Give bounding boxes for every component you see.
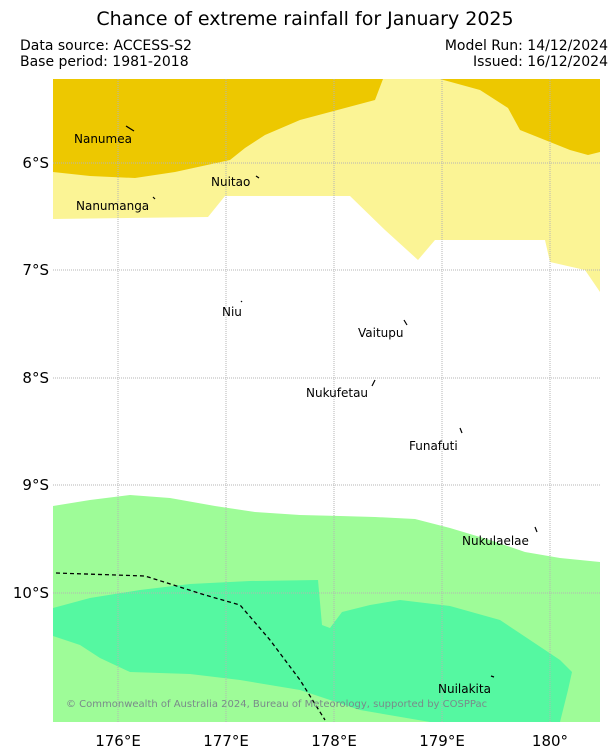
place-label-nukufetau: Nukufetau bbox=[306, 386, 368, 400]
data-source: Data source: ACCESS-S2 bbox=[20, 38, 192, 54]
place-labels: Nanumea Nuitao Nanumanga Niu Vaitupu Nuk… bbox=[74, 132, 529, 696]
base-period: Base period: 1981-2018 bbox=[20, 54, 189, 70]
place-label-vaitupu: Vaitupu bbox=[358, 326, 404, 340]
copyright-credit: © Commonwealth of Australia 2024, Bureau… bbox=[66, 699, 487, 710]
y-tick-label: 8°S bbox=[22, 369, 49, 387]
y-tick-label: 10°S bbox=[13, 584, 49, 602]
x-tick-label: 177°E bbox=[203, 732, 249, 750]
x-tick-label: 180° bbox=[532, 732, 568, 750]
model-run: Model Run: 14/12/2024 bbox=[444, 38, 608, 54]
issued-date: Issued: 16/12/2024 bbox=[473, 54, 608, 70]
probability-shading bbox=[53, 79, 600, 722]
place-label-nuilakita: Nuilakita bbox=[438, 682, 491, 696]
y-tick-label: 9°S bbox=[22, 476, 49, 494]
y-axis-labels: 6°S 7°S 8°S 9°S 10°S bbox=[13, 154, 49, 602]
x-tick-label: 179°E bbox=[419, 732, 465, 750]
y-tick-label: 6°S bbox=[22, 154, 49, 172]
island-markers bbox=[125, 125, 538, 678]
x-axis-labels: 176°E 177°E 178°E 179°E 180° bbox=[95, 732, 568, 750]
place-label-funafuti: Funafuti bbox=[409, 439, 458, 453]
place-label-nanumanga: Nanumanga bbox=[76, 199, 149, 213]
meta-right: Model Run: 14/12/2024 Issued: 16/12/2024 bbox=[445, 38, 608, 70]
place-label-nuitao: Nuitao bbox=[211, 175, 250, 189]
map-title: Chance of extreme rainfall for January 2… bbox=[96, 8, 514, 30]
y-tick-label: 7°S bbox=[22, 261, 49, 279]
dark-yellow-region bbox=[53, 79, 383, 178]
x-tick-label: 176°E bbox=[95, 732, 141, 750]
meta-left: Data source: ACCESS-S2 Base period: 1981… bbox=[20, 38, 192, 70]
x-tick-label: 178°E bbox=[311, 732, 357, 750]
place-label-niu: Niu bbox=[222, 305, 242, 319]
dark-yellow-region-east bbox=[440, 79, 600, 155]
place-label-nanumea: Nanumea bbox=[74, 132, 132, 146]
place-label-nukulaelae: Nukulaelae bbox=[462, 534, 529, 548]
